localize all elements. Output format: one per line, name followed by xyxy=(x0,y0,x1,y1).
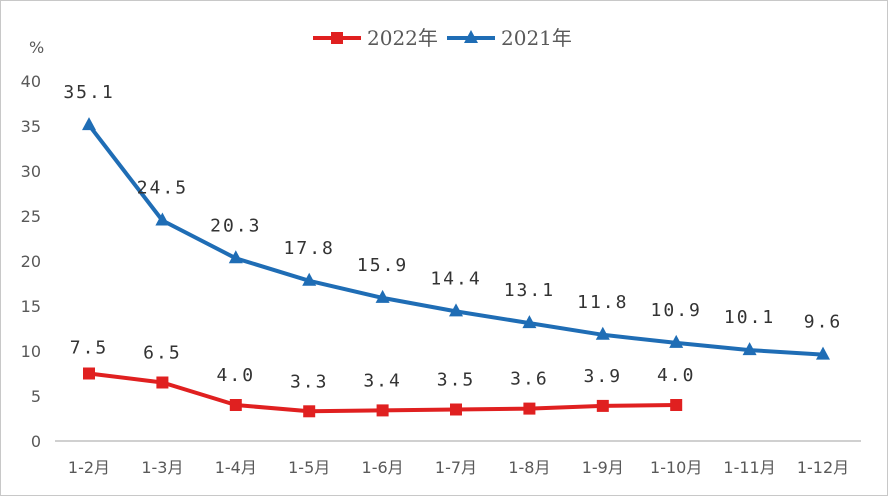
data-point-square xyxy=(523,402,536,415)
data-point-triangle xyxy=(669,334,684,348)
data-point-triangle xyxy=(155,212,170,226)
x-tick-label: 1-8月 xyxy=(508,458,550,477)
data-label: 3.4 xyxy=(363,370,402,391)
x-tick-label: 1-11月 xyxy=(723,458,775,477)
data-point-square xyxy=(450,403,462,416)
y-axis-unit: % xyxy=(29,38,44,57)
legend-label-2022: 2022年 xyxy=(367,26,438,50)
y-tick-label: 30 xyxy=(21,162,41,181)
y-tick-label: 15 xyxy=(21,297,41,316)
data-point-triangle xyxy=(742,342,757,356)
x-tick-label: 1-10月 xyxy=(650,458,702,477)
data-label: 4.0 xyxy=(657,365,696,386)
data-label: 3.3 xyxy=(290,371,329,392)
data-label: 3.5 xyxy=(437,370,476,391)
x-tick-label: 1-3月 xyxy=(141,458,183,477)
data-point-square xyxy=(83,367,95,380)
data-point-square xyxy=(376,404,389,417)
data-point-triangle xyxy=(228,250,243,264)
data-label: 11.8 xyxy=(577,292,628,313)
data-point-square xyxy=(596,399,609,412)
legend: 2022年 2021年 xyxy=(313,26,572,50)
data-point-square xyxy=(229,399,242,411)
data-label: 10.9 xyxy=(651,300,702,321)
series-line-1 xyxy=(87,123,824,357)
y-tick-label: 20 xyxy=(21,252,41,271)
y-tick-label: 10 xyxy=(21,342,41,361)
data-point-triangle xyxy=(816,346,830,360)
data-point-triangle xyxy=(302,272,317,286)
x-tick-label: 1-2月 xyxy=(68,458,110,477)
x-tick-label: 1-6月 xyxy=(362,458,404,477)
x-tick-label: 1-12月 xyxy=(797,458,849,477)
data-point-triangle xyxy=(82,117,96,131)
y-tick-label: 35 xyxy=(21,117,41,136)
data-label: 4.0 xyxy=(217,365,256,386)
data-label: 35.1 xyxy=(63,82,114,103)
legend-square-marker xyxy=(331,32,343,44)
x-tick-label: 1-9月 xyxy=(582,458,624,477)
x-tick-label: 1-4月 xyxy=(215,458,257,477)
data-point-square xyxy=(670,399,683,411)
data-label: 3.9 xyxy=(584,366,623,387)
data-point-triangle xyxy=(522,315,537,329)
data-label: 17.8 xyxy=(284,238,335,259)
data-label: 9.6 xyxy=(804,312,843,333)
data-point-square xyxy=(303,405,316,418)
y-tick-label: 40 xyxy=(21,72,41,91)
data-label: 24.5 xyxy=(137,178,188,199)
y-tick-label: 0 xyxy=(31,432,41,451)
data-point-triangle xyxy=(375,289,390,303)
data-label: 20.3 xyxy=(210,215,261,236)
data-label: 10.1 xyxy=(724,307,775,328)
data-label: 14.4 xyxy=(430,268,481,289)
data-label: 13.1 xyxy=(504,280,555,301)
legend-triangle-marker xyxy=(464,30,478,43)
data-label: 3.6 xyxy=(510,369,549,390)
data-point-triangle xyxy=(449,303,463,317)
data-label: 15.9 xyxy=(357,255,408,276)
data-label: 6.5 xyxy=(143,343,182,364)
x-tick-label: 1-7月 xyxy=(435,458,477,477)
legend-label-2021: 2021年 xyxy=(501,26,572,50)
data-point-triangle xyxy=(595,326,610,340)
y-tick-label: 5 xyxy=(31,387,41,406)
data-point-square xyxy=(156,376,169,389)
y-tick-label: 25 xyxy=(21,207,41,226)
data-label: 7.5 xyxy=(70,338,109,359)
x-tick-label: 1-5月 xyxy=(288,458,330,477)
